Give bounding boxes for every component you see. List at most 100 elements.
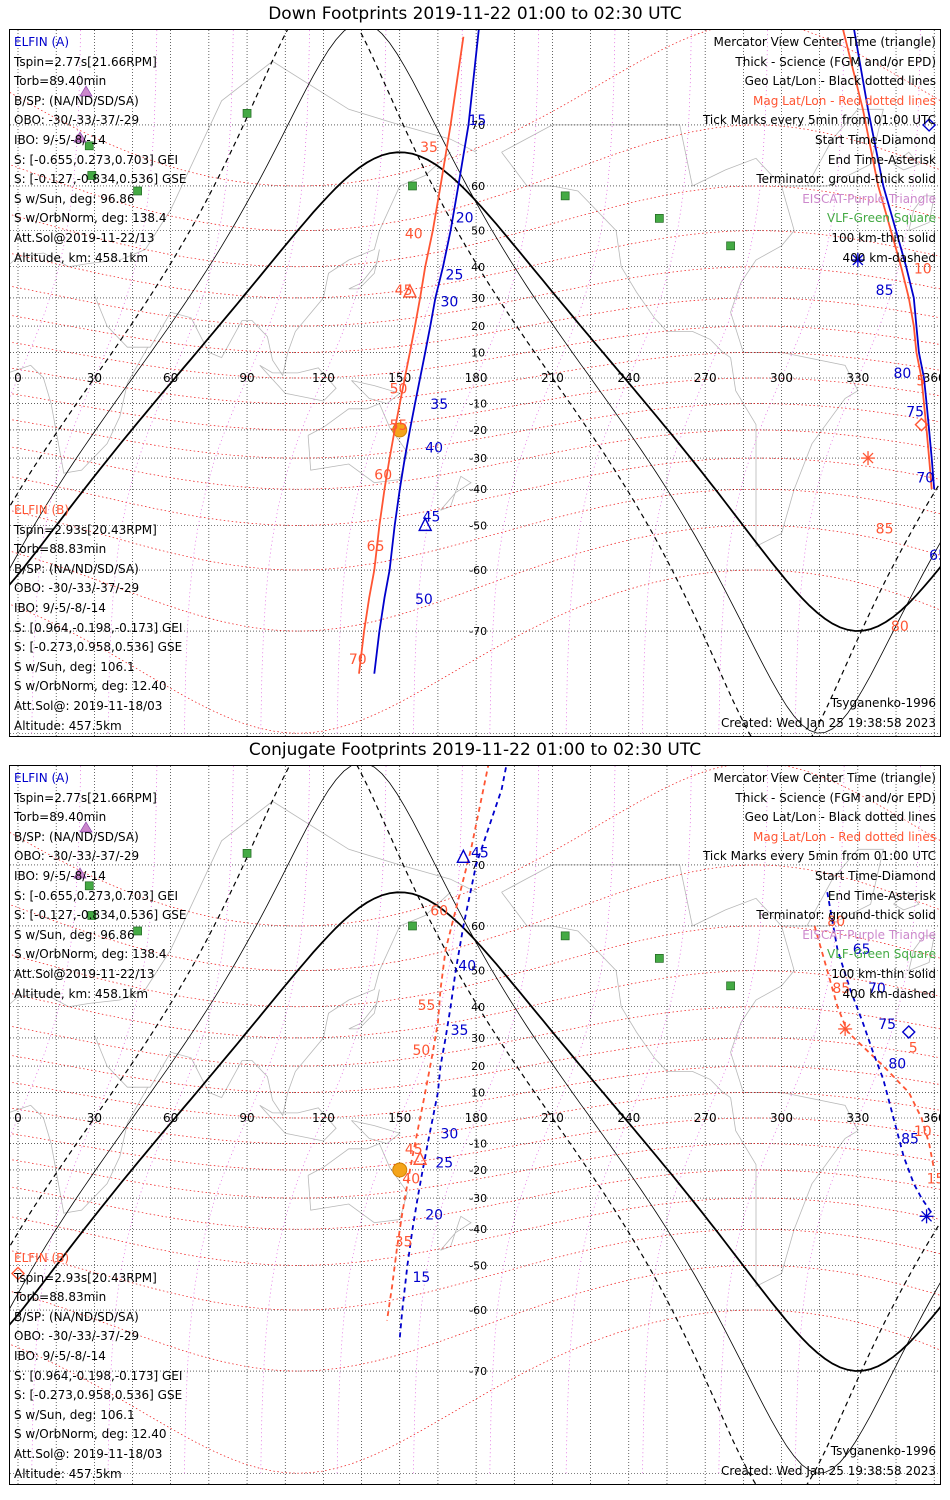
legend-item: Thick - Science (FGM and/or EPD) — [735, 54, 936, 69]
mag-meridian — [31, 30, 158, 734]
sat-a-line: S w/OrbNorm, deg: 138.4 — [14, 947, 167, 962]
vlf-station-marker — [242, 849, 252, 858]
sat-a-tick-label: 20 — [456, 211, 474, 227]
mag-meridian — [260, 766, 387, 1474]
mag-meridian — [336, 766, 463, 1474]
sat-b-tick-label: 45 — [405, 1142, 423, 1158]
sat-a-line: Tspin=2.77s[21.66RPM] — [14, 54, 157, 69]
lon-label: 30 — [87, 371, 102, 385]
map-canvas-down: 0306090120150180210240270300330360706050… — [10, 30, 940, 736]
coastline — [908, 935, 935, 971]
lat-label: -10 — [469, 1138, 487, 1151]
lon-label: 30 — [87, 1111, 102, 1125]
coastline — [10, 347, 149, 474]
mag-parallel — [10, 970, 940, 1039]
mag-parallel — [10, 1143, 940, 1199]
sat-b-line: Tspin=2.93s[20.43RPM] — [14, 1270, 157, 1285]
sat-a-end-asterisk — [850, 253, 865, 268]
sat-a-start-diamond — [901, 1024, 916, 1039]
sat-a-tick-label: 65 — [853, 942, 871, 958]
sat-b-line: B/SP: (NA/ND/SD/SA) — [14, 1309, 139, 1324]
sat-b-tick-label: 40 — [402, 1172, 420, 1188]
legend-item: End Time-Asterisk — [827, 152, 936, 167]
mag-parallel — [10, 266, 940, 327]
sat-a-line: IBO: 9/-5/-8/-14 — [14, 132, 106, 147]
sat-b-tick-label: 35 — [420, 140, 438, 156]
vlf-station-marker — [242, 109, 252, 118]
sat-a-tick-label: 40 — [458, 959, 476, 975]
legend-item: Thick - Science (FGM and/or EPD) — [735, 790, 936, 805]
sat-b-line: S: [0.964,-0.198,-0.173] GEI — [14, 1368, 183, 1383]
sat-b-tick-label: 35 — [395, 1235, 413, 1251]
sat-b-tick-label: 55 — [390, 418, 408, 434]
mag-parallel — [10, 1309, 940, 1474]
sat-b-line: B/SP: (NA/ND/SD/SA) — [14, 561, 139, 576]
sat-a-line: Tspin=2.77s[21.66RPM] — [14, 790, 157, 805]
lon-label: 120 — [312, 371, 335, 385]
mag-meridian — [413, 30, 540, 734]
sat-a-tick-label: 30 — [440, 1126, 458, 1142]
sun-marker — [392, 1162, 408, 1178]
lat-label: -10 — [469, 398, 487, 411]
coastline — [351, 1120, 401, 1145]
sat-b-tick-label: 55 — [418, 998, 436, 1014]
coastline — [501, 124, 859, 547]
sat-b-start-diamond — [11, 1266, 25, 1281]
coastline — [10, 800, 477, 1008]
coastline — [259, 364, 337, 402]
mag-parallel — [10, 1197, 940, 1266]
sat-b-tick-label: 10 — [914, 1124, 932, 1140]
conjugate-footprints-map: 0 30 60 90 120 150 180 210 240 270 300 330 360 70 60 50… — [9, 765, 941, 1485]
sat-a-line: S: [-0.127,-0.834,0.536] GSE — [14, 172, 187, 187]
sat-b-line: OBO: -30/-33/-37/-29 — [14, 581, 140, 596]
legend-item: Terminator: ground-thick solid — [756, 172, 936, 187]
mag-meridian — [718, 766, 845, 1474]
lat-label: -20 — [469, 1164, 487, 1177]
model-name: Tsyganenko-1996 — [830, 696, 936, 710]
legend-item: Mercator View Center Time (triangle) — [713, 35, 936, 49]
terminator-100km — [10, 30, 940, 734]
eiscat-marker — [73, 867, 87, 879]
sat-b-tick-label: 15 — [927, 1172, 941, 1188]
lat-label: 50 — [471, 225, 485, 238]
sat-b-tick-label: 45 — [395, 283, 413, 299]
mag-meridian — [718, 30, 845, 734]
sat-b-name: ELFIN (B) — [14, 1251, 70, 1265]
mag-meridians — [10, 30, 921, 734]
legend-item: 100 km-thin solid — [831, 966, 936, 981]
mag-meridian — [413, 766, 540, 1474]
legend-item: EISCAT-Purple Triangle — [802, 927, 936, 942]
lat-label: -30 — [469, 1192, 487, 1205]
sat-b-tick-label: 50 — [412, 1043, 430, 1059]
mag-parallel — [10, 377, 940, 431]
sat-a-center-triangle — [418, 516, 433, 532]
sat-a-line: OBO: -30/-33/-37/-29 — [14, 113, 140, 128]
terminator-400km — [10, 30, 940, 736]
legend-item: 400 km-dashed — [842, 986, 936, 1001]
coastline — [93, 151, 451, 377]
sat-b-line: Altitude: 457.5km — [14, 718, 122, 733]
vlf-station-marker — [654, 954, 664, 963]
sat-a-tick-label: 85 — [876, 283, 894, 299]
sat-b-footprint-trace — [386, 766, 490, 1321]
lon-label: 60 — [163, 371, 178, 385]
sat-a-line: S: [-0.127,-0.834,0.536] GSE — [14, 908, 187, 923]
sat-b-line: S w/OrbNorm, deg: 12.40 — [14, 1427, 167, 1442]
mag-meridian — [184, 30, 310, 734]
lon-label: 180 — [465, 371, 488, 385]
lon-label: 360 — [923, 1111, 941, 1125]
sat-a-line: Torb=89.40min — [14, 74, 107, 89]
coastline — [348, 249, 380, 290]
vlf-station-marker — [84, 141, 94, 151]
coastline — [351, 380, 401, 405]
sat-b-footprint-trace-2 — [842, 30, 933, 490]
lat-label: 70 — [471, 859, 485, 872]
sat-a-tick-label: 50 — [415, 592, 433, 608]
vlf-station-marker — [87, 911, 97, 920]
sat-b-tick-label: 50 — [390, 381, 408, 397]
coastline — [10, 60, 477, 268]
created-timestamp: Created: Wed Jan 25 19:38:58 2023 — [721, 1464, 936, 1478]
lon-label: 210 — [541, 371, 564, 385]
sat-b-line: S: [-0.273,0.958,0.536] GSE — [14, 640, 183, 655]
sat-a-tick-label: 30 — [440, 295, 458, 311]
